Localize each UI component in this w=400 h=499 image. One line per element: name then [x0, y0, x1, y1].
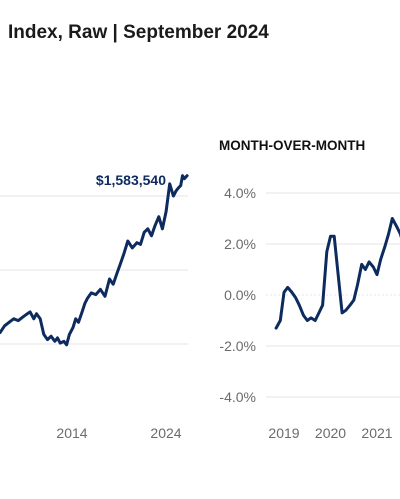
mom-x-tick-label: 2020: [315, 425, 346, 441]
index-chart: 2014 2024 $1,583,540: [0, 172, 189, 441]
mom-y-tick-label: -4.0%: [219, 389, 256, 405]
mom-x-tick-label: 2021: [361, 425, 392, 441]
mom-y-tick-label: 2.0%: [224, 236, 256, 252]
mom-y-tick-label: -2.0%: [219, 338, 256, 354]
mom-y-tick-label: 0.0%: [224, 287, 256, 303]
mom-x-tick-label: 2019: [268, 425, 299, 441]
index-x-tick-label: 2024: [150, 425, 181, 441]
mom-series-line: [274, 217, 400, 330]
index-series-line: [0, 174, 189, 347]
page-title: Index, Raw | September 2024: [8, 22, 269, 43]
mom-y-tick-label: 4.0%: [224, 185, 256, 201]
index-x-tick-label: 2014: [56, 425, 87, 441]
mom-chart: 4.0% 2.0% 0.0% -2.0% -4.0% 2019 2020 2021: [219, 185, 400, 441]
mom-chart-title: MONTH-OVER-MONTH: [219, 138, 366, 153]
latest-value-label: $1,583,540: [96, 172, 166, 188]
